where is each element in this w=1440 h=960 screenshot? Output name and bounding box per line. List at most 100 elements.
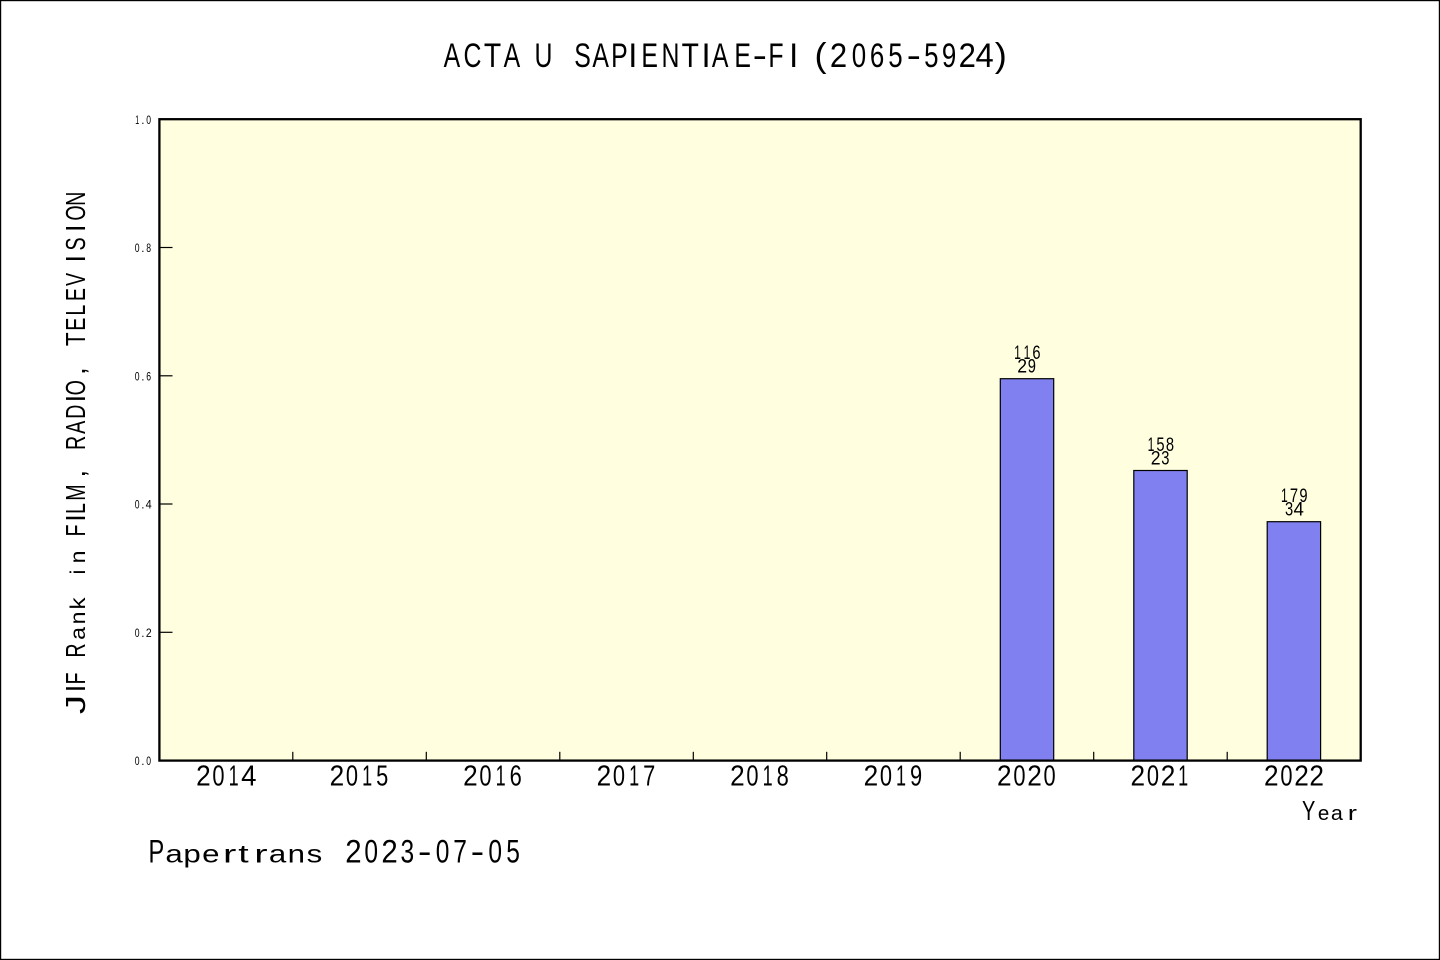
svg-text:7: 7 — [453, 834, 467, 870]
svg-text:A: A — [444, 37, 461, 75]
svg-text:1: 1 — [1281, 485, 1288, 507]
svg-text:F: F — [61, 672, 92, 684]
svg-text:2: 2 — [330, 759, 345, 792]
svg-text:I: I — [701, 37, 710, 75]
svg-text:I: I — [628, 37, 637, 75]
svg-text:2: 2 — [1161, 759, 1176, 792]
svg-text:3: 3 — [1285, 498, 1293, 521]
svg-text:A: A — [504, 37, 521, 75]
svg-text:,: , — [60, 470, 91, 478]
svg-text:0: 0 — [135, 500, 140, 512]
svg-text:0: 0 — [880, 760, 892, 792]
svg-text:1: 1 — [135, 114, 139, 127]
svg-text:.: . — [141, 628, 144, 640]
svg-text:D: D — [61, 405, 92, 419]
svg-text:0: 0 — [135, 371, 140, 383]
svg-text:L: L — [61, 503, 92, 514]
svg-text:0: 0 — [852, 36, 866, 74]
svg-text:T: T — [61, 332, 92, 346]
svg-text:): ) — [995, 37, 1007, 75]
svg-text:R: R — [61, 643, 92, 657]
svg-text:5: 5 — [506, 834, 520, 870]
svg-text:L: L — [61, 305, 92, 316]
svg-text:2: 2 — [1027, 759, 1042, 792]
svg-text:T: T — [484, 35, 501, 74]
svg-text:O: O — [61, 205, 92, 220]
svg-text:F: F — [768, 37, 783, 75]
svg-text:9: 9 — [1028, 355, 1036, 378]
svg-text:4: 4 — [241, 760, 256, 793]
svg-text:S: S — [61, 237, 92, 250]
svg-text:O: O — [61, 380, 92, 395]
svg-text:U: U — [534, 37, 552, 75]
svg-text:4: 4 — [1294, 499, 1305, 521]
svg-text:.: . — [141, 756, 144, 768]
svg-text:6: 6 — [146, 371, 151, 383]
svg-text:N: N — [61, 192, 92, 206]
svg-text:7: 7 — [643, 760, 655, 792]
svg-text:6: 6 — [510, 760, 522, 792]
svg-text:0: 0 — [135, 628, 140, 640]
svg-text:1: 1 — [763, 760, 773, 792]
svg-text:.: . — [141, 371, 144, 383]
svg-text:N: N — [661, 37, 679, 75]
svg-text:1: 1 — [629, 760, 639, 792]
svg-text:4: 4 — [975, 37, 993, 75]
svg-text:0: 0 — [146, 115, 151, 127]
svg-text:0: 0 — [613, 760, 625, 792]
svg-text:C: C — [464, 37, 482, 75]
svg-text:A: A — [712, 37, 729, 75]
svg-text:0: 0 — [1147, 760, 1159, 792]
svg-text:2: 2 — [196, 759, 211, 792]
svg-text:8: 8 — [146, 243, 151, 255]
svg-text:e: e — [1318, 802, 1329, 825]
svg-text:I: I — [60, 255, 91, 262]
svg-text:2: 2 — [381, 833, 397, 870]
svg-text:,: , — [60, 367, 91, 375]
svg-text:2: 2 — [864, 759, 879, 792]
svg-text:0: 0 — [1280, 760, 1292, 792]
svg-text:2: 2 — [146, 627, 152, 640]
svg-text:2: 2 — [1309, 759, 1324, 792]
svg-text:1: 1 — [496, 760, 506, 792]
svg-text:.: . — [141, 115, 144, 127]
svg-text:1: 1 — [1178, 760, 1188, 792]
svg-text:e: e — [202, 840, 219, 868]
svg-text:a: a — [269, 840, 287, 868]
svg-text:2: 2 — [1264, 759, 1279, 792]
svg-text:1: 1 — [896, 760, 906, 792]
svg-text:-: - — [471, 832, 485, 869]
svg-text:9: 9 — [1299, 484, 1307, 507]
svg-text:2: 2 — [1131, 759, 1146, 792]
svg-text:i: i — [67, 570, 90, 575]
svg-text:E: E — [734, 37, 751, 75]
svg-text:t: t — [238, 840, 249, 868]
svg-text:8: 8 — [777, 760, 789, 792]
svg-text:a: a — [66, 626, 90, 640]
svg-text:2: 2 — [345, 833, 361, 870]
svg-text:P: P — [611, 37, 628, 75]
svg-text:9: 9 — [942, 36, 956, 74]
svg-text:0: 0 — [479, 760, 491, 792]
svg-text:1: 1 — [1014, 342, 1021, 364]
svg-text:A: A — [592, 37, 609, 75]
svg-text:1: 1 — [229, 760, 239, 792]
svg-text:E: E — [641, 37, 658, 75]
svg-text:E: E — [61, 318, 92, 331]
svg-text:0: 0 — [135, 243, 140, 255]
svg-text:0: 0 — [135, 756, 140, 768]
svg-text:-: - — [418, 832, 432, 869]
svg-text:r: r — [254, 841, 267, 869]
svg-text:n: n — [66, 612, 90, 625]
svg-text:k: k — [66, 597, 89, 610]
svg-text:9: 9 — [910, 760, 922, 792]
svg-text:2: 2 — [597, 759, 612, 792]
svg-text:6: 6 — [1032, 341, 1040, 364]
svg-text:2: 2 — [997, 759, 1012, 792]
svg-text:F: F — [61, 524, 92, 536]
svg-text:Y: Y — [1302, 796, 1315, 827]
svg-text:n: n — [288, 840, 305, 868]
svg-text:I: I — [60, 514, 91, 521]
svg-text:R: R — [61, 436, 92, 450]
svg-text:2: 2 — [1294, 759, 1309, 792]
